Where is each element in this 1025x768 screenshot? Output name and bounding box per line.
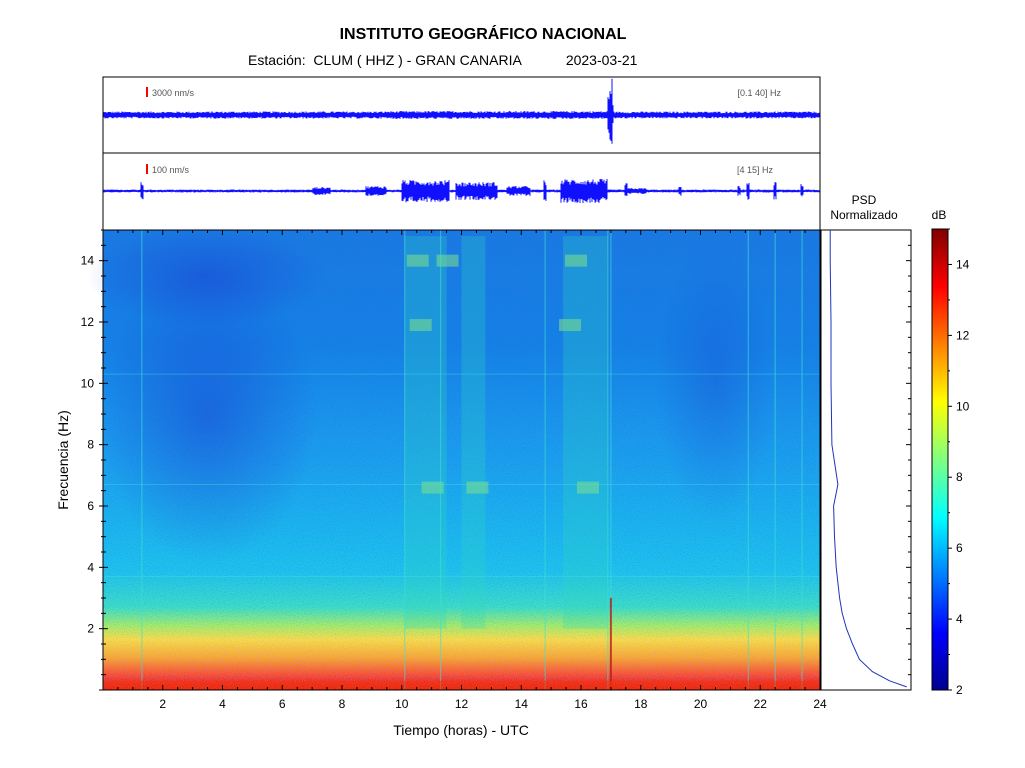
y-tick-label: 10 — [81, 376, 95, 390]
station-name: CLUM ( HHZ ) - GRAN CANARIA — [313, 52, 522, 68]
y-axis-label: Frecuencia (Hz) — [55, 410, 71, 510]
y-axis: 2 4 6 8 10 12 14 — [81, 229, 108, 691]
x-tick-label: 20 — [694, 697, 708, 711]
filter-label-1: [0.1 40] Hz — [737, 88, 781, 98]
psd-title: PSD — [852, 193, 877, 207]
x-tick-label: 2 — [159, 697, 166, 711]
x-tick-label: 16 — [574, 697, 588, 711]
tonal-patch — [466, 481, 489, 494]
y-tick-label: 6 — [87, 499, 94, 513]
scale-marker-1 — [146, 87, 148, 97]
amplitude-label-2: 100 nm/s — [152, 165, 190, 175]
tonal-patch — [409, 319, 432, 332]
x-tick-label: 18 — [634, 697, 648, 711]
spectrogram-features — [87, 226, 820, 690]
y-tick-label: 14 — [81, 254, 95, 268]
seismic-trace-filtered — [103, 179, 820, 203]
colorbar-tick-label: 14 — [956, 257, 970, 271]
colorbar-tick-label: 8 — [956, 470, 963, 484]
psd-curve — [829, 230, 907, 688]
x-tick-label: 8 — [339, 697, 346, 711]
y-tick-label: 4 — [87, 560, 94, 574]
y-tick-label: 2 — [87, 622, 94, 636]
psd-subtitle: Normalizado — [830, 208, 898, 222]
station-prefix: Estación: — [248, 52, 306, 68]
x-tick-label: 12 — [455, 697, 469, 711]
amplitude-label-1: 3000 nm/s — [152, 88, 195, 98]
quiet-region — [87, 226, 328, 326]
x-tick-label: 24 — [813, 697, 827, 711]
scale-marker-2 — [146, 164, 148, 174]
x-tick-label: 14 — [515, 697, 529, 711]
trace-panel-broadband: 3000 nm/s [0.1 40] Hz — [102, 76, 821, 154]
colorbar-unit-label: dB — [932, 208, 947, 222]
y-tick-label: 8 — [87, 438, 94, 452]
seismic-trace-broadband — [103, 78, 820, 144]
page-title: INSTITUTO GEOGRÁFICO NACIONAL — [339, 26, 627, 43]
y-tick-label: 12 — [81, 315, 95, 329]
station-subtitle: Estación: CLUM ( HHZ ) - GRAN CANARIA 202… — [248, 52, 637, 68]
activity-band — [461, 236, 486, 629]
tonal-patch — [559, 319, 582, 332]
x-tick-label: 6 — [279, 697, 286, 711]
x-tick-label: 10 — [395, 697, 409, 711]
filter-label-2: [4 15] Hz — [737, 165, 774, 175]
colorbar-tick-label: 4 — [956, 612, 963, 626]
colorbar-tick-label: 10 — [956, 399, 970, 413]
tonal-patch — [565, 254, 588, 267]
colorbar-ticks: 2 4 6 8 10 12 14 — [948, 228, 970, 697]
trace-panel-filtered: 100 nm/s [4 15] Hz — [102, 152, 821, 231]
date-label: 2023-03-21 — [565, 52, 638, 68]
activity-band — [563, 236, 608, 629]
colorbar-tick-label: 12 — [956, 328, 970, 342]
colorbar-tick-label: 6 — [956, 541, 963, 555]
activity-band — [404, 236, 447, 629]
quiet-region — [97, 264, 318, 564]
tonal-patch — [436, 254, 459, 267]
colorbar-tick-label: 2 — [956, 683, 963, 697]
psd-panel: PSD Normalizado — [820, 193, 912, 691]
psd-axis-ticks — [906, 229, 911, 691]
tonal-patch — [421, 481, 444, 494]
colorbar: dB 2 4 6 8 10 12 14 — [931, 208, 970, 697]
tonal-patch — [406, 254, 429, 267]
x-tick-label: 22 — [754, 697, 768, 711]
x-axis: 2 4 6 8 10 12 14 16 18 20 22 24 — [102, 230, 827, 711]
x-axis-label: Tiempo (horas) - UTC — [393, 722, 529, 738]
x-tick-label: 4 — [219, 697, 226, 711]
quiet-region — [655, 243, 776, 524]
tonal-patch — [576, 481, 599, 494]
